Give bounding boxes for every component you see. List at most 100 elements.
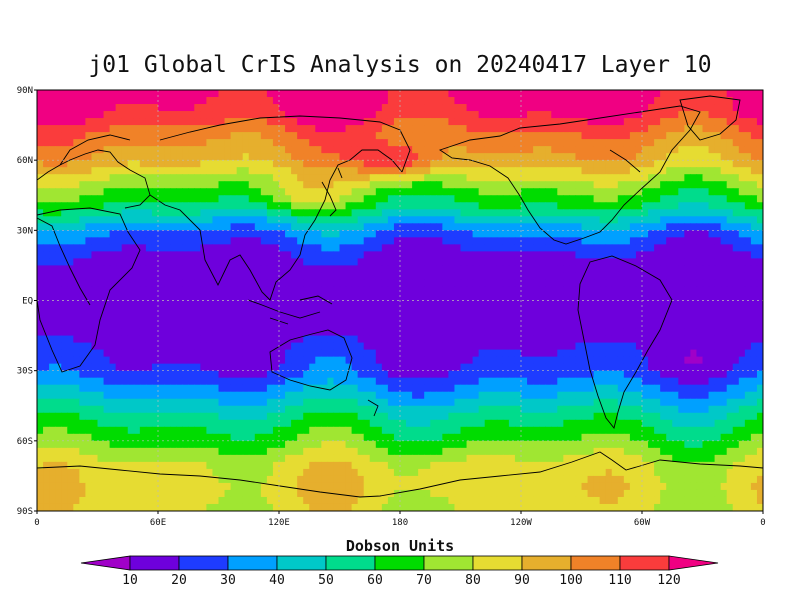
field-cell [502,356,510,365]
field-cell [617,230,625,238]
field-cell [430,279,437,288]
field-cell [266,307,274,316]
field-cell [37,132,44,140]
field-cell [418,216,425,224]
field-cell [436,314,443,323]
field-cell [37,293,44,302]
field-cell [732,300,740,309]
field-cell [43,181,50,189]
field-cell [97,356,105,365]
field-cell [357,209,365,217]
field-cell [593,251,601,259]
field-cell [393,160,401,168]
field-cell [642,153,649,161]
field-cell [684,335,691,344]
field-cell [127,132,135,140]
field-cell [484,104,492,112]
field-cell [527,251,534,259]
field-cell [200,286,207,295]
field-cell [454,370,462,379]
field-cell [369,349,377,358]
field-cell [514,321,522,330]
field-cell [738,258,746,267]
field-cell [158,195,165,203]
field-cell [200,153,207,161]
field-cell [406,370,413,379]
field-cell [466,90,474,98]
field-cell [55,279,62,288]
field-cell [508,321,516,330]
field-cell [611,104,619,112]
field-cell [151,335,159,344]
field-cell [430,377,437,386]
field-cell [678,132,685,140]
field-cell [206,160,214,168]
field-cell [648,328,655,337]
field-cell [690,356,698,365]
field-cell [393,349,401,358]
field-cell [151,174,159,182]
field-cell [442,153,449,161]
field-cell [406,258,413,267]
field-cell [303,174,310,182]
field-cell [351,139,359,147]
field-cell [756,209,763,217]
field-cell [67,251,74,259]
field-cell [502,125,510,133]
field-cell [37,363,44,372]
field-cell [236,300,244,309]
field-cell [412,251,419,259]
field-cell [418,363,425,372]
field-cell [297,356,304,365]
field-cell [103,279,111,288]
field-cell [690,223,698,231]
field-cell [363,349,371,358]
field-cell [436,307,443,316]
field-cell [527,349,534,358]
field-cell [454,195,462,203]
field-cell [145,223,153,231]
field-cell [339,307,347,316]
field-cell [315,202,322,210]
field-cell [454,314,462,323]
field-cell [49,244,56,252]
field-cell [690,167,698,175]
field-cell [454,328,462,337]
field-cell [67,237,74,245]
field-cell [345,265,353,274]
field-cell [188,195,195,203]
field-cell [194,132,201,140]
field-cell [242,230,250,238]
field-cell [527,237,534,245]
field-cell [454,258,462,267]
field-cell [660,174,667,182]
field-cell [756,328,763,337]
field-cell [720,342,728,351]
field-cell [412,230,419,238]
field-cell [285,195,292,203]
field-cell [551,132,558,140]
field-cell [151,90,159,98]
field-cell [557,160,564,168]
field-cell [369,265,377,274]
field-cell [539,335,546,344]
field-cell [593,342,601,351]
field-cell [381,300,389,309]
field-cell [720,237,728,245]
field-cell [400,265,407,274]
field-cell [351,258,359,267]
field-cell [418,153,425,161]
field-cell [272,125,280,133]
field-cell [478,125,486,133]
field-cell [605,111,613,119]
field-cell [514,307,522,316]
field-cell [37,118,44,126]
field-cell [521,90,528,98]
field-cell [115,174,123,182]
field-cell [194,377,201,386]
field-cell [654,335,661,344]
field-cell [400,209,407,217]
field-cell [194,230,201,238]
field-cell [393,335,401,344]
field-cell [539,258,546,267]
